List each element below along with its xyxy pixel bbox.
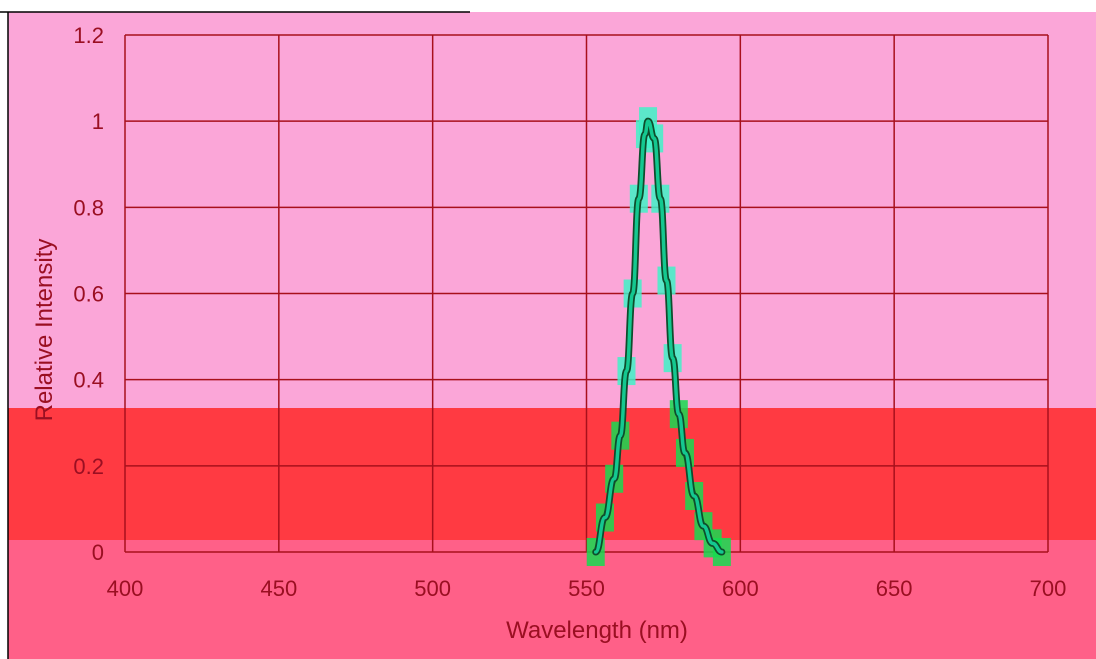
lower-background <box>8 540 1096 659</box>
x-tick-label: 700 <box>1030 576 1067 601</box>
x-axis-title: Wavelength (nm) <box>506 617 688 644</box>
series-line <box>593 119 724 554</box>
grid <box>124 34 1049 553</box>
x-tick-label: 400 <box>107 576 144 601</box>
x-tick-label: 550 <box>568 576 605 601</box>
y-tick-label: 0.8 <box>73 195 104 220</box>
y-axis-title: Relative Intensity <box>31 239 58 422</box>
y-tick-label: 0.2 <box>73 454 104 479</box>
series-curve <box>592 117 726 556</box>
y-tick-label: 1 <box>92 109 104 134</box>
x-tick-label: 600 <box>722 576 759 601</box>
y-tick-label: 0.4 <box>73 368 104 393</box>
x-tick-label: 650 <box>876 576 913 601</box>
x-tick-label: 500 <box>414 576 451 601</box>
red-band <box>8 408 1096 540</box>
y-tick-label: 1.2 <box>73 23 104 48</box>
y-tick-label: 0.6 <box>73 282 104 307</box>
tick-labels: 400 450 500 550 600 650 700 0 0.2 0.4 0.6 0.8 1 1.2 <box>73 23 1066 601</box>
x-tick-label: 450 <box>260 576 297 601</box>
y-tick-label: 0 <box>92 540 104 565</box>
